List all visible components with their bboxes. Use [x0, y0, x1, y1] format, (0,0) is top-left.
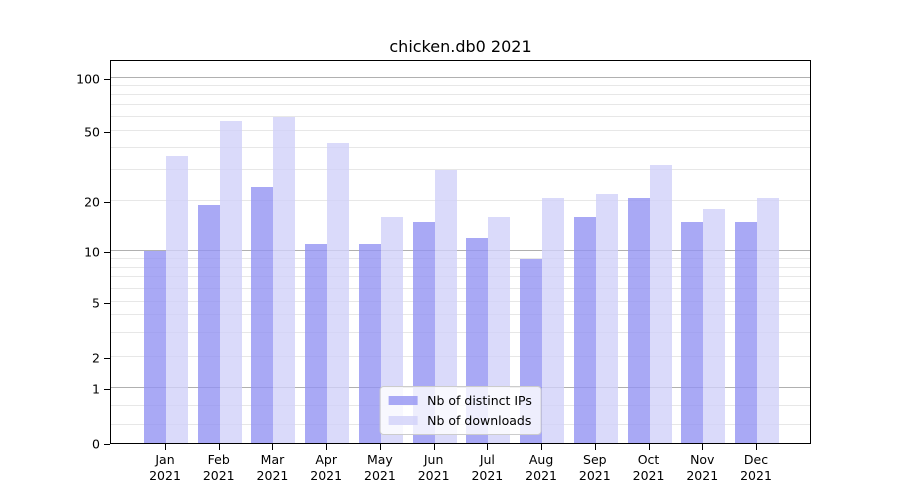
gridline-minor-6	[111, 287, 810, 289]
legend-row-distinct-ips: Nb of distinct IPs	[388, 393, 532, 408]
x-tick-mark-sep	[594, 444, 596, 450]
bar-downloads-apr-2021	[327, 142, 350, 443]
x-tick-mark-feb	[218, 444, 220, 450]
gridline-minor-90	[111, 84, 810, 86]
bar-distinct-ips-mar-2021	[251, 187, 274, 443]
y-tick-label-100: 100	[76, 71, 100, 86]
gridline-minor-9	[111, 258, 810, 260]
x-tick-label-may: May 2021	[364, 452, 396, 483]
gridline-minor-8	[111, 266, 810, 268]
legend: Nb of distinct IPs Nb of downloads	[379, 386, 542, 435]
x-tick-mark-mar	[272, 444, 274, 450]
bar-distinct-ips-sep-2021	[573, 217, 596, 443]
bar-downloads-feb-2021	[219, 121, 242, 443]
x-tick-label-feb: Feb 2021	[202, 452, 235, 483]
y-tick-mark-2	[104, 357, 110, 359]
y-tick-label-20: 20	[84, 194, 100, 210]
x-tick-mark-jun	[433, 444, 435, 450]
legend-swatch-downloads	[388, 416, 418, 425]
legend-label-downloads: Nb of downloads	[427, 413, 532, 428]
x-tick-label-mar: Mar 2021	[256, 452, 289, 483]
x-tick-label-jan: Jan 2021	[149, 452, 181, 483]
x-tick-mark-may	[379, 444, 381, 450]
legend-swatch-distinct-ips	[388, 396, 418, 405]
bar-downloads-mar-2021	[273, 117, 296, 443]
x-tick-mark-aug	[541, 444, 543, 450]
y-tick-mark-1	[104, 388, 110, 390]
gridline-minor-2	[111, 355, 810, 357]
gridline-minor-60	[111, 116, 810, 118]
x-tick-label-dec: Dec 2021	[740, 452, 772, 483]
bar-downloads-jan-2021	[166, 156, 188, 443]
x-tick-mark-dec	[756, 444, 757, 450]
y-tick-mark-10	[104, 252, 110, 254]
x-tick-label-jul: Jul 2021	[471, 452, 504, 483]
x-tick-mark-apr	[326, 444, 328, 450]
gridline-major-100	[111, 76, 810, 78]
bar-distinct-ips-apr-2021	[305, 244, 328, 443]
gridline-minor-5	[111, 301, 810, 303]
legend-row-downloads: Nb of downloads	[388, 413, 532, 428]
gridline-minor-4	[111, 314, 810, 316]
y-tick-label-2: 2	[92, 350, 100, 366]
y-tick-label-0: 0	[92, 436, 100, 452]
x-tick-label-nov: Nov 2021	[686, 452, 719, 483]
gridline-minor-7	[111, 276, 810, 278]
bar-downloads-sep-2021	[595, 194, 618, 443]
x-tick-label-sep: Sep 2021	[578, 452, 611, 483]
x-tick-mark-oct	[648, 444, 650, 450]
y-tick-label-50: 50	[84, 124, 100, 140]
bar-distinct-ips-dec-2021	[735, 222, 757, 443]
bar-downloads-nov-2021	[703, 208, 726, 443]
y-tick-mark-5	[104, 303, 110, 305]
bar-downloads-oct-2021	[649, 165, 672, 443]
y-tick-label-10: 10	[84, 244, 100, 260]
gridline-minor-20	[111, 200, 810, 202]
gridline-minor-30	[111, 169, 810, 171]
gridline-minor-80	[111, 93, 810, 95]
x-tick-mark-nov	[702, 444, 704, 450]
y-tick-label-1: 1	[92, 381, 100, 397]
x-tick-mark-jul	[487, 444, 489, 450]
gridline-minor-70	[111, 104, 810, 106]
x-tick-label-jun: Jun 2021	[417, 452, 450, 483]
bar-distinct-ips-nov-2021	[681, 222, 704, 443]
gridline-minor-3	[111, 331, 810, 333]
bar-downloads-dec-2021	[757, 197, 779, 443]
plot-area: Nb of distinct IPs Nb of downloads	[110, 60, 811, 444]
y-tick-mark-0	[104, 444, 110, 445]
bar-distinct-ips-jan-2021	[144, 251, 166, 443]
legend-label-distinct-ips: Nb of distinct IPs	[427, 393, 532, 408]
y-tick-mark-50	[104, 132, 110, 134]
bar-distinct-ips-may-2021	[358, 244, 381, 443]
y-tick-label-5: 5	[92, 295, 100, 311]
x-tick-mark-jan	[165, 444, 166, 450]
gridline-major-10	[111, 250, 810, 252]
y-tick-mark-20	[104, 202, 110, 204]
bar-downloads-jun-2021	[434, 170, 457, 443]
chart-title: chicken.db0 2021	[389, 37, 532, 56]
bar-distinct-ips-oct-2021	[627, 197, 650, 443]
gridline-minor-40	[111, 147, 810, 149]
gridline-minor-50	[111, 130, 810, 132]
y-tick-mark-100	[104, 78, 110, 80]
x-tick-label-aug: Aug 2021	[525, 452, 557, 483]
bar-distinct-ips-feb-2021	[197, 204, 220, 443]
x-tick-label-oct: Oct 2021	[632, 452, 665, 483]
x-tick-label-apr: Apr 2021	[310, 452, 343, 483]
bar-downloads-aug-2021	[542, 197, 565, 443]
